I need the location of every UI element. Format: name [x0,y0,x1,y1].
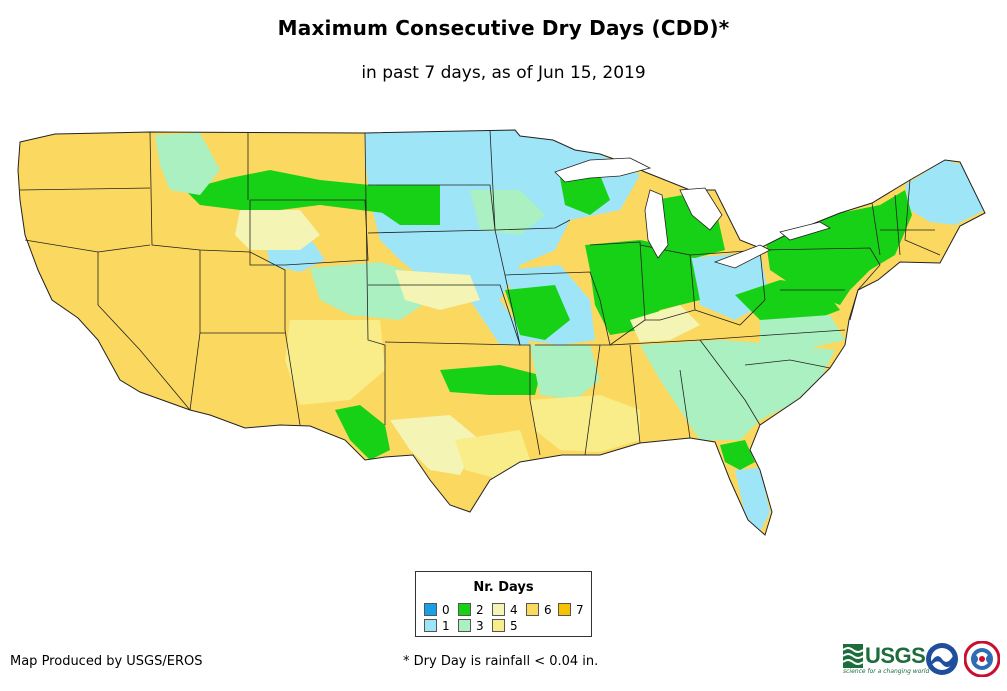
legend-swatch-0 [424,603,437,616]
legend-swatch-7 [558,603,571,616]
legend-item-3: 3 [458,619,484,632]
dry-day-regions [155,130,985,532]
legend-item-7: 7 [558,603,584,616]
legend-label-3: 3 [476,619,484,633]
region-2-day-corn-belt [585,240,700,335]
region-1-day-florida [735,468,770,532]
region-5-day-gulf [530,395,640,452]
legend-item-0: 0 [424,603,450,616]
legend-swatch-1 [424,619,437,632]
nws-logo-icon [964,641,1000,677]
agency-logos: USGS science for a changing world [843,640,1003,684]
region-4-day-texas [390,415,480,475]
legend-label-1: 1 [442,619,450,633]
legend-swatch-4 [492,603,505,616]
legend-label-7: 7 [576,603,584,617]
legend-swatch-5 [492,619,505,632]
region-2-day-oklahoma [440,365,540,395]
region-3-day-idaho-wyoming [155,133,220,195]
state-borders [19,129,941,456]
legend-item-1: 1 [424,619,450,632]
region-2-day-mn-wi [560,175,610,215]
lake-erie [713,244,771,269]
usgs-tagline: science for a changing world [843,668,930,675]
great-lakes [554,157,831,269]
legend-label-0: 0 [442,603,450,617]
region-1-day-northeast [905,160,985,225]
map-title: Maximum Consecutive Dry Days (CDD)* [277,16,730,40]
region-3-day-nebraska-iowa [470,190,545,235]
region-3-day-arkansas [530,345,600,400]
region-5-day-south-texas [455,430,530,478]
usgs-logo-text: USGS [865,643,926,668]
noaa-logo-icon [926,643,958,675]
lake-superior [554,157,652,183]
legend-item-5: 5 [492,619,518,632]
legend-item-2: 2 [458,603,484,616]
legend-label-4: 4 [510,603,518,617]
legend-label-5: 5 [510,619,518,633]
region-1-day-central-plains [420,225,500,275]
region-2-day-montana-dakotas [185,170,410,215]
legend-item-6: 6 [526,603,552,616]
region-4-day-utah-colorado [235,210,320,250]
lake-ontario [779,221,831,241]
usgs-wave-icon [843,644,863,668]
legend-label-2: 2 [476,603,484,617]
region-5-day-new-mexico [285,320,385,405]
legend-swatch-6 [526,603,539,616]
legend-swatch-3 [458,619,471,632]
region-2-day-mid-atlantic [765,190,912,305]
region-2-day-north-dakota [375,185,440,225]
map-credit: Map Produced by USGS/EROS [10,654,203,669]
lake-huron [679,187,723,231]
legend-label-6: 6 [544,603,552,617]
region-4-day-kentucky [630,305,700,342]
legend-item-4: 4 [492,603,518,616]
region-2-day-texas [335,405,390,460]
us-outline [17,129,986,536]
map-legend: Nr. Days 0 1 2 3 4 5 6 7 [415,571,592,637]
legend-swatch-2 [458,603,471,616]
region-4-day-kansas [395,270,480,310]
map-subtitle: in past 7 days, as of Jun 15, 2019 [361,63,646,83]
region-2-day-kansas-missouri [505,285,570,340]
region-2-day-florida [720,440,755,470]
legend-title: Nr. Days [473,580,534,595]
lake-michigan [644,189,669,259]
us-dry-days-map [17,129,986,536]
dry-day-footnote: * Dry Day is rainfall < 0.04 in. [403,654,599,669]
